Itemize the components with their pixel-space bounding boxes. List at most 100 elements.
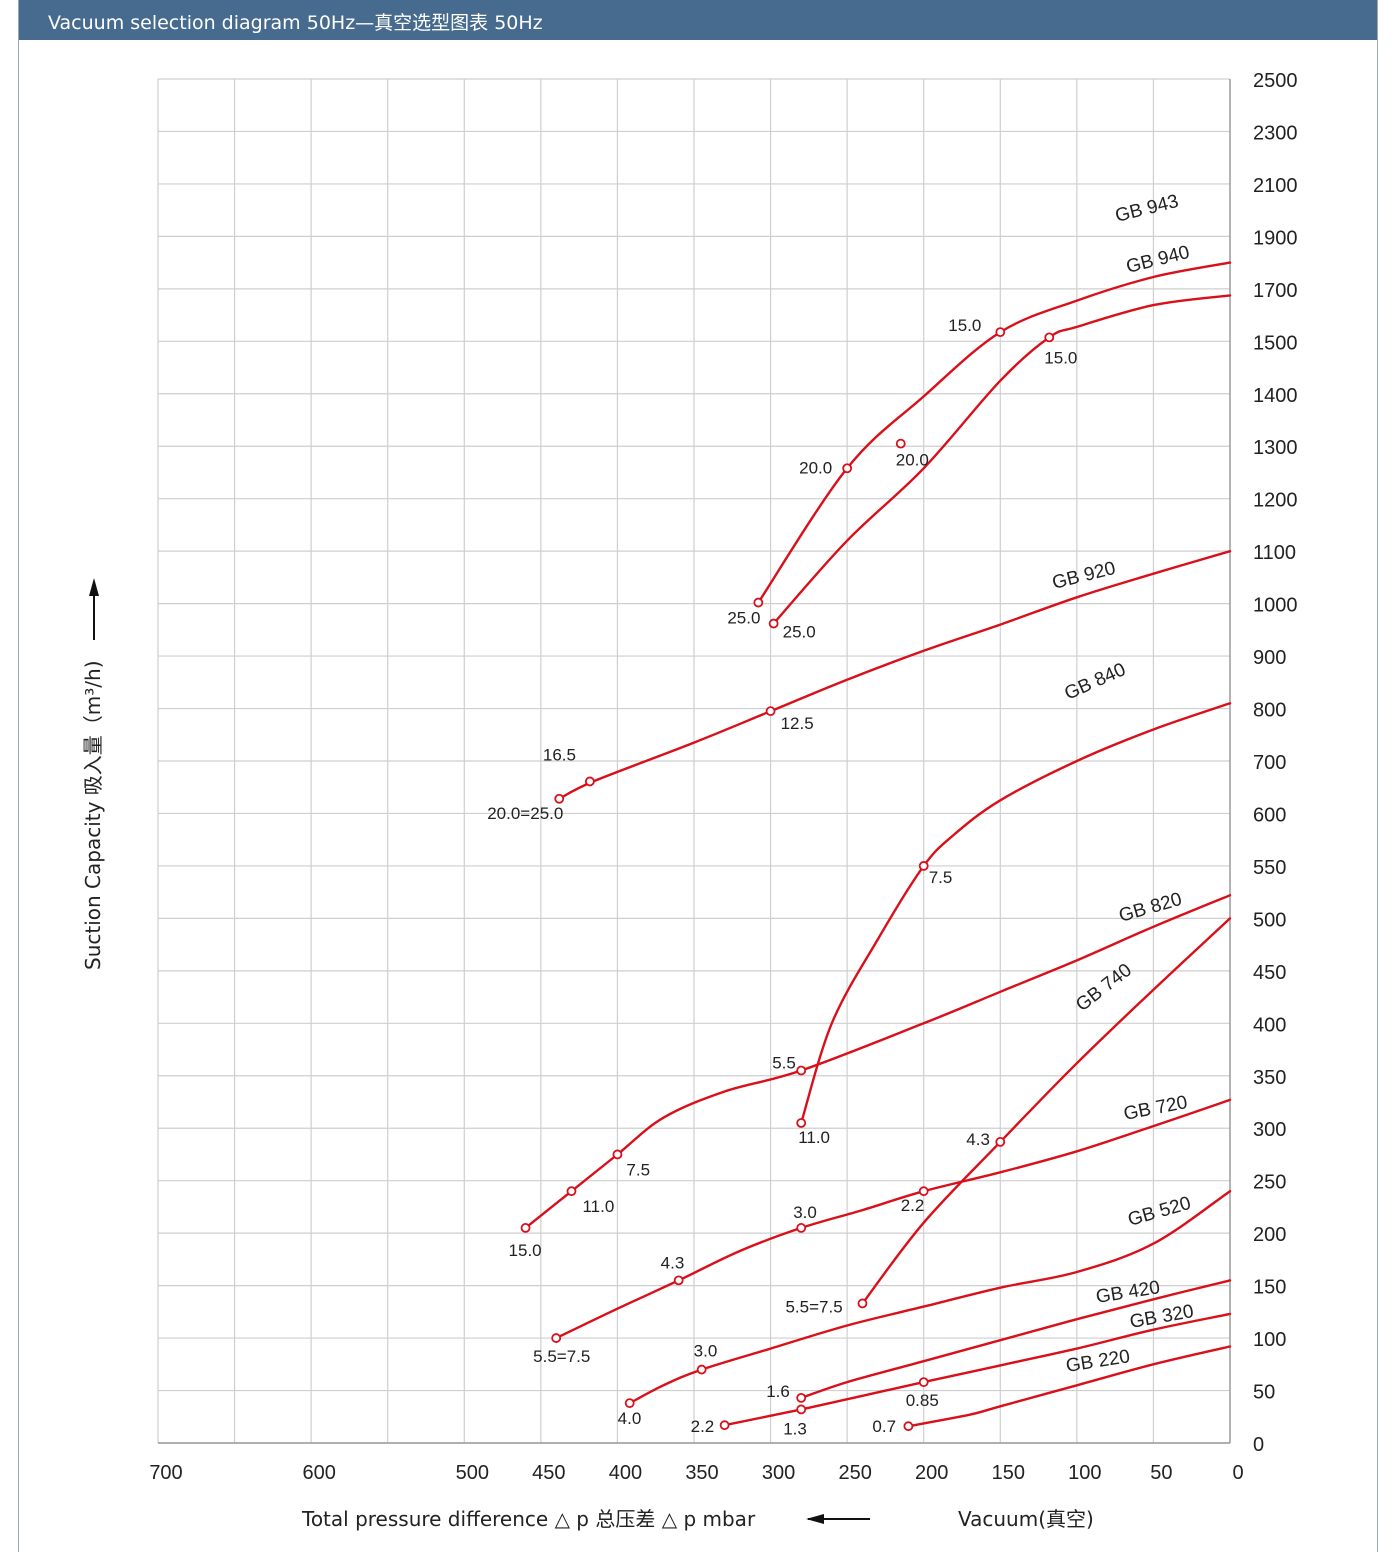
y-tick-label: 350 bbox=[1253, 1067, 1286, 1089]
data-point-marker bbox=[918, 1186, 929, 1197]
data-point-marker bbox=[796, 1118, 807, 1128]
x-axis-vacuum-title: Vacuum(真空) bbox=[958, 1507, 1094, 1531]
y-tick-label: 1700 bbox=[1253, 280, 1298, 302]
data-point-marker bbox=[673, 1275, 684, 1286]
chart-curves bbox=[524, 261, 1232, 1428]
series-name-label: GB 943 bbox=[1113, 191, 1181, 227]
series-name-label: GB 720 bbox=[1122, 1092, 1189, 1125]
data-point-marker bbox=[918, 1377, 929, 1388]
data-point-label: 3.0 bbox=[793, 1203, 817, 1222]
data-point-marker bbox=[918, 861, 929, 871]
y-tick-label: 250 bbox=[1253, 1172, 1286, 1194]
series-line bbox=[628, 1190, 1232, 1405]
data-point-label: 2.2 bbox=[901, 1196, 925, 1215]
series-name-label: GB 840 bbox=[1061, 659, 1128, 704]
y-tick-label: 100 bbox=[1253, 1329, 1286, 1351]
y-tick-label: 300 bbox=[1253, 1119, 1286, 1141]
y-tick-label: 2100 bbox=[1253, 175, 1298, 197]
x-axis-title: Total pressure difference △ p 总压差 △ p mb… bbox=[301, 1507, 756, 1531]
chart-grid bbox=[157, 78, 1231, 1444]
chart-ticks: 700 600 500 450 400 350 300 250 200 150 100 50 00501… bbox=[149, 70, 1297, 1484]
data-point-marker bbox=[520, 1223, 531, 1233]
data-point-marker bbox=[903, 1421, 914, 1432]
data-point-marker bbox=[551, 1333, 562, 1343]
data-point-label: 11.0 bbox=[582, 1197, 614, 1216]
data-point-label: 25.0 bbox=[783, 623, 816, 642]
chart-title: Vacuum selection diagram 50Hz—真空选型图表 50H… bbox=[48, 12, 543, 34]
data-point-label: 7.5 bbox=[626, 1160, 650, 1179]
y-tick-label: 1500 bbox=[1253, 332, 1298, 354]
data-point-marker bbox=[768, 618, 779, 629]
data-point-marker bbox=[796, 1392, 807, 1403]
data-point-label: 1.3 bbox=[783, 1419, 807, 1438]
y-tick-label: 2500 bbox=[1253, 70, 1298, 92]
y-tick-label: 200 bbox=[1253, 1224, 1286, 1246]
data-point-marker bbox=[765, 706, 776, 717]
data-point-marker bbox=[612, 1149, 623, 1160]
series-line bbox=[861, 917, 1232, 1305]
data-point-label: 0.85 bbox=[906, 1391, 939, 1410]
x-tick-label: 700 bbox=[149, 1462, 182, 1484]
series-line bbox=[772, 294, 1232, 625]
y-tick-label: 1000 bbox=[1253, 595, 1298, 617]
x-tick-label: 600 bbox=[302, 1462, 335, 1484]
x-tick-label: 50 bbox=[1150, 1462, 1172, 1484]
series-line bbox=[757, 261, 1232, 604]
series-name-label: GB 820 bbox=[1117, 889, 1185, 927]
x-tick-label: 500 bbox=[456, 1462, 489, 1484]
y-tick-label: 0 bbox=[1253, 1434, 1264, 1456]
data-point-marker bbox=[842, 463, 853, 474]
x-tick-label: 200 bbox=[915, 1462, 948, 1484]
y-tick-label: 1400 bbox=[1253, 385, 1298, 407]
data-point-label: 5.5=7.5 bbox=[785, 1297, 842, 1316]
data-point-label: 4.3 bbox=[966, 1130, 990, 1149]
data-point-marker bbox=[895, 438, 906, 449]
x-tick-label: 100 bbox=[1068, 1462, 1101, 1484]
data-point-label: 16.5 bbox=[543, 745, 576, 764]
series-line bbox=[800, 702, 1232, 1125]
series-line bbox=[558, 550, 1232, 800]
data-point-label: 12.5 bbox=[781, 714, 814, 733]
x-tick-label: 450 bbox=[532, 1462, 565, 1484]
data-point-label: 11.0 bbox=[798, 1128, 830, 1147]
y-tick-label: 900 bbox=[1253, 647, 1286, 669]
data-point-marker bbox=[796, 1223, 807, 1233]
data-point-label: 3.0 bbox=[694, 1342, 718, 1361]
data-point-label: 20.0=25.0 bbox=[487, 804, 563, 823]
data-point-label: 20.0 bbox=[896, 451, 929, 470]
data-point-marker bbox=[719, 1420, 730, 1431]
x-tick-label: 250 bbox=[838, 1462, 871, 1484]
x-tick-label: 150 bbox=[992, 1462, 1025, 1484]
data-point-label: 15.0 bbox=[1044, 348, 1077, 367]
y-tick-label: 150 bbox=[1253, 1277, 1286, 1299]
data-point-label: 2.2 bbox=[691, 1417, 715, 1436]
series-line bbox=[800, 1279, 1232, 1400]
data-point-marker bbox=[995, 327, 1006, 338]
header-bar: Vacuum selection diagram 50Hz—真空选型图表 50H… bbox=[19, 0, 1377, 40]
y-tick-label: 1300 bbox=[1253, 437, 1298, 459]
data-point-marker bbox=[696, 1364, 707, 1375]
data-point-marker bbox=[566, 1186, 577, 1197]
y-tick-label: 1200 bbox=[1253, 490, 1298, 512]
series-name-label: GB 940 bbox=[1124, 242, 1192, 278]
series-name-label: GB 420 bbox=[1094, 1277, 1161, 1308]
y-tick-label: 2300 bbox=[1253, 122, 1298, 144]
y-tick-label: 550 bbox=[1253, 857, 1286, 879]
y-tick-label: 700 bbox=[1253, 752, 1286, 774]
arrow-up-icon bbox=[89, 578, 99, 640]
data-point-marker bbox=[1044, 332, 1055, 343]
data-point-label: 5.5=7.5 bbox=[533, 1347, 590, 1366]
y-tick-label: 1100 bbox=[1253, 542, 1296, 564]
data-point-marker bbox=[995, 1136, 1006, 1147]
series-line bbox=[555, 1098, 1232, 1340]
series-name-label: GB 740 bbox=[1072, 960, 1136, 1016]
data-point-marker bbox=[554, 793, 565, 804]
data-point-label: 4.3 bbox=[661, 1253, 685, 1272]
data-point-marker bbox=[624, 1398, 635, 1409]
chart-frame: Vacuum selection diagram 50Hz—真空选型图表 50H… bbox=[18, 0, 1378, 1552]
arrow-left-icon bbox=[806, 1514, 870, 1524]
data-point-label: 15.0 bbox=[948, 316, 981, 335]
x-tick-label: 400 bbox=[609, 1462, 642, 1484]
data-point-marker bbox=[584, 776, 595, 787]
data-point-marker bbox=[796, 1065, 807, 1076]
